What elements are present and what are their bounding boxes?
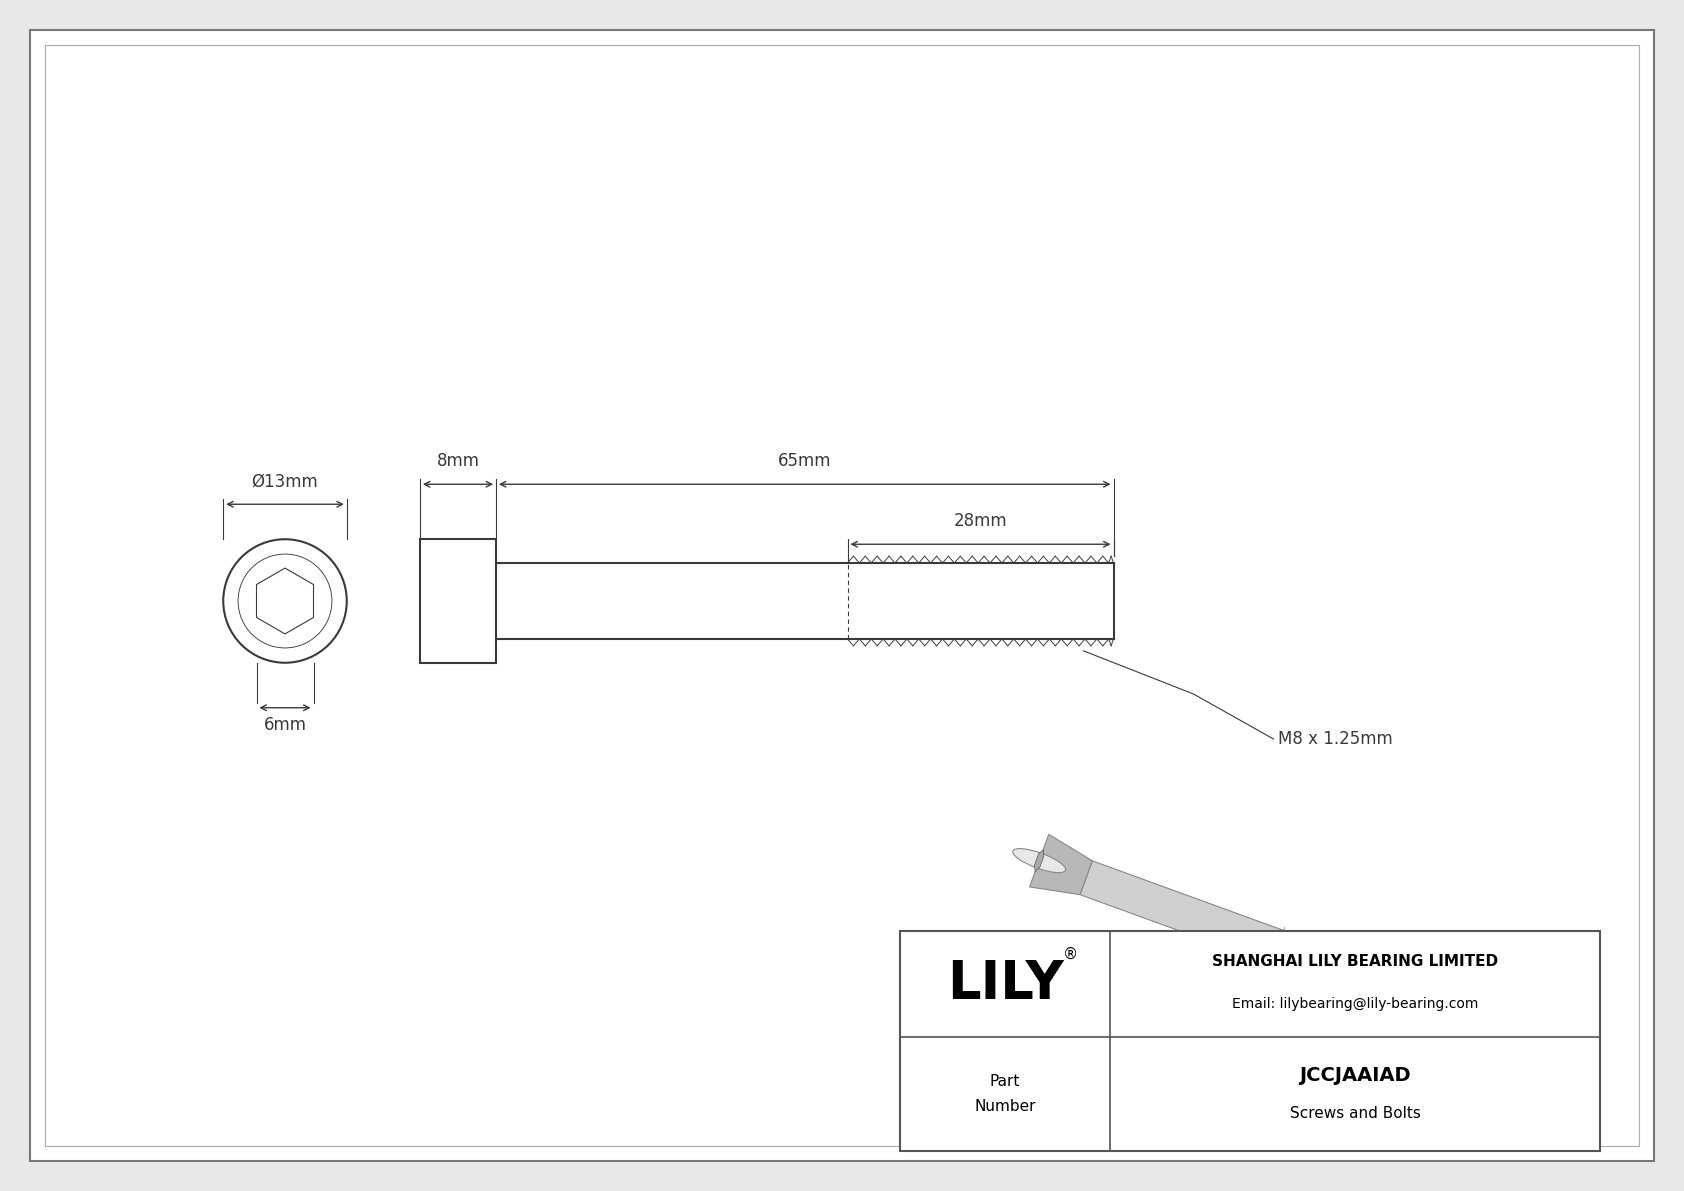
Text: ®: ® bbox=[1063, 947, 1078, 961]
Bar bbox=[899, 931, 1600, 1151]
Text: LILY: LILY bbox=[946, 958, 1063, 1010]
Text: Part
Number: Part Number bbox=[975, 1074, 1036, 1114]
Text: SHANGHAI LILY BEARING LIMITED: SHANGHAI LILY BEARING LIMITED bbox=[1212, 954, 1499, 969]
Text: M8 x 1.25mm: M8 x 1.25mm bbox=[1278, 730, 1393, 748]
Text: 28mm: 28mm bbox=[953, 512, 1007, 530]
Circle shape bbox=[237, 554, 332, 648]
Text: 8mm: 8mm bbox=[436, 453, 480, 470]
Text: Email: lilybearing@lily-bearing.com: Email: lilybearing@lily-bearing.com bbox=[1231, 997, 1479, 1011]
Text: 65mm: 65mm bbox=[778, 453, 832, 470]
Polygon shape bbox=[1079, 861, 1440, 1021]
Ellipse shape bbox=[1012, 849, 1066, 873]
Text: Ø13mm: Ø13mm bbox=[251, 473, 318, 491]
Text: Screws and Bolts: Screws and Bolts bbox=[1290, 1106, 1420, 1121]
Ellipse shape bbox=[1416, 997, 1452, 1011]
Polygon shape bbox=[1029, 835, 1093, 894]
Polygon shape bbox=[1034, 849, 1044, 872]
Text: JCCJAAIAD: JCCJAAIAD bbox=[1298, 1066, 1411, 1085]
Polygon shape bbox=[256, 568, 313, 634]
Bar bbox=[419, 540, 497, 662]
Text: 6mm: 6mm bbox=[263, 716, 306, 734]
Circle shape bbox=[224, 540, 347, 662]
